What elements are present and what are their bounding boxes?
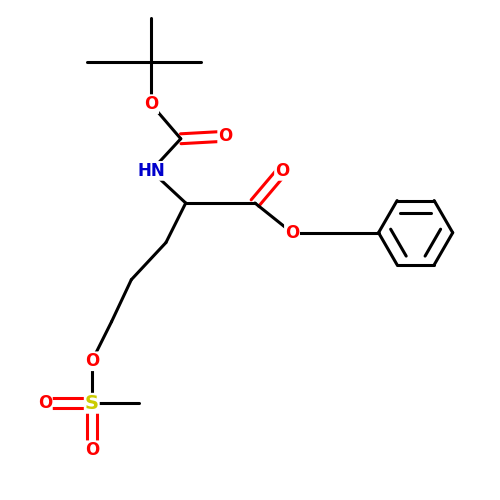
Text: O: O <box>218 128 232 146</box>
Text: HN: HN <box>137 162 165 180</box>
Text: O: O <box>84 352 99 370</box>
Text: S: S <box>85 394 99 413</box>
Text: O: O <box>275 162 289 180</box>
Text: O: O <box>84 441 99 459</box>
Text: O: O <box>38 394 52 412</box>
Text: O: O <box>285 224 299 242</box>
Text: O: O <box>144 95 158 113</box>
